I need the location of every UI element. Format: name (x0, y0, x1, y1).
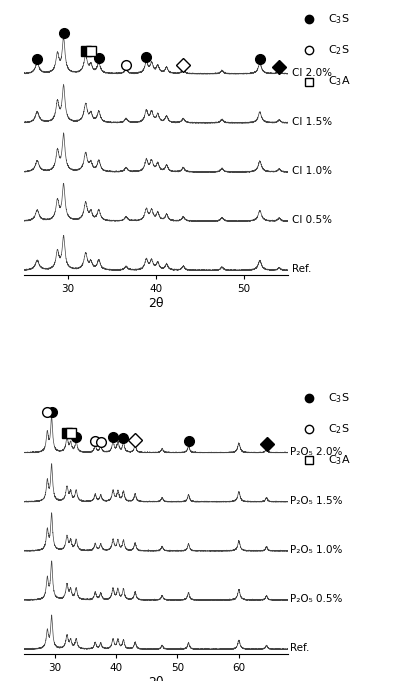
Text: Ref.: Ref. (292, 264, 311, 274)
Text: P₂O₅ 1.5%: P₂O₅ 1.5% (290, 496, 343, 506)
Text: C$_3$A: C$_3$A (328, 454, 350, 467)
Text: Cl 0.5%: Cl 0.5% (292, 215, 332, 225)
Text: Cl 1.5%: Cl 1.5% (292, 117, 332, 127)
Text: P₂O₅ 1.0%: P₂O₅ 1.0% (290, 545, 343, 555)
Text: P₂O₅ 0.5%: P₂O₅ 0.5% (290, 594, 343, 604)
Text: Cl 2.0%: Cl 2.0% (292, 68, 332, 78)
Text: C$_3$S: C$_3$S (328, 12, 349, 26)
Text: P₂O₅ 2.0%: P₂O₅ 2.0% (290, 447, 343, 457)
Text: Cl 1.0%: Cl 1.0% (292, 166, 332, 176)
Text: C$_2$S: C$_2$S (328, 422, 349, 436)
Text: C$_2$S: C$_2$S (328, 44, 349, 57)
Text: Ref.: Ref. (290, 643, 310, 653)
X-axis label: 2θ: 2θ (148, 676, 164, 681)
Text: C$_3$A: C$_3$A (328, 75, 350, 89)
X-axis label: 2θ: 2θ (148, 297, 164, 310)
Text: C$_3$S: C$_3$S (328, 391, 349, 405)
